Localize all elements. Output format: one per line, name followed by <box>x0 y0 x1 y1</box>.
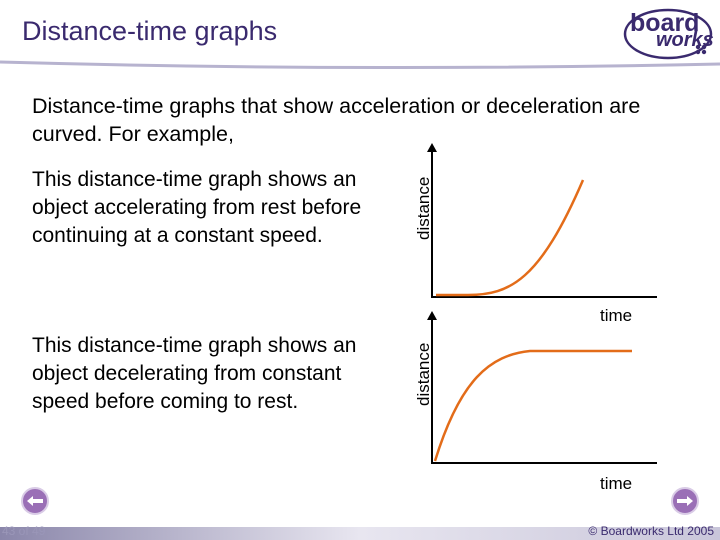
logo-text-sub: works <box>656 29 714 51</box>
graph1-xlabel: time <box>600 306 633 325</box>
intro-text: Distance-time graphs that show accelerat… <box>32 94 641 146</box>
graph2-axes <box>427 311 657 464</box>
graph1-axes <box>427 143 657 298</box>
nav-prev-button[interactable] <box>20 486 50 516</box>
nav-next-button[interactable] <box>670 486 700 516</box>
right-arrow-icon <box>671 487 699 515</box>
graph2-ylabel: distance <box>414 342 433 406</box>
graph1-description: This distance-time graph shows an object… <box>32 168 362 247</box>
graph2-xlabel: time <box>600 474 633 493</box>
slide-title: Distance-time graphs <box>22 16 278 46</box>
graph2-curve <box>433 349 632 462</box>
footer-bar <box>0 527 720 540</box>
graph1-ylabel: distance <box>414 176 433 240</box>
title-underline <box>0 60 720 70</box>
copyright: © Boardworks Ltd 2005 <box>588 524 714 538</box>
page-number: 43 of 49 <box>2 524 46 538</box>
graph1-curve <box>436 179 585 297</box>
left-arrow-icon <box>21 487 49 515</box>
graph2-description: This distance-time graph shows an object… <box>32 334 357 413</box>
logo-text-main: board <box>630 9 700 37</box>
boardworks-logo: board works <box>622 6 714 62</box>
